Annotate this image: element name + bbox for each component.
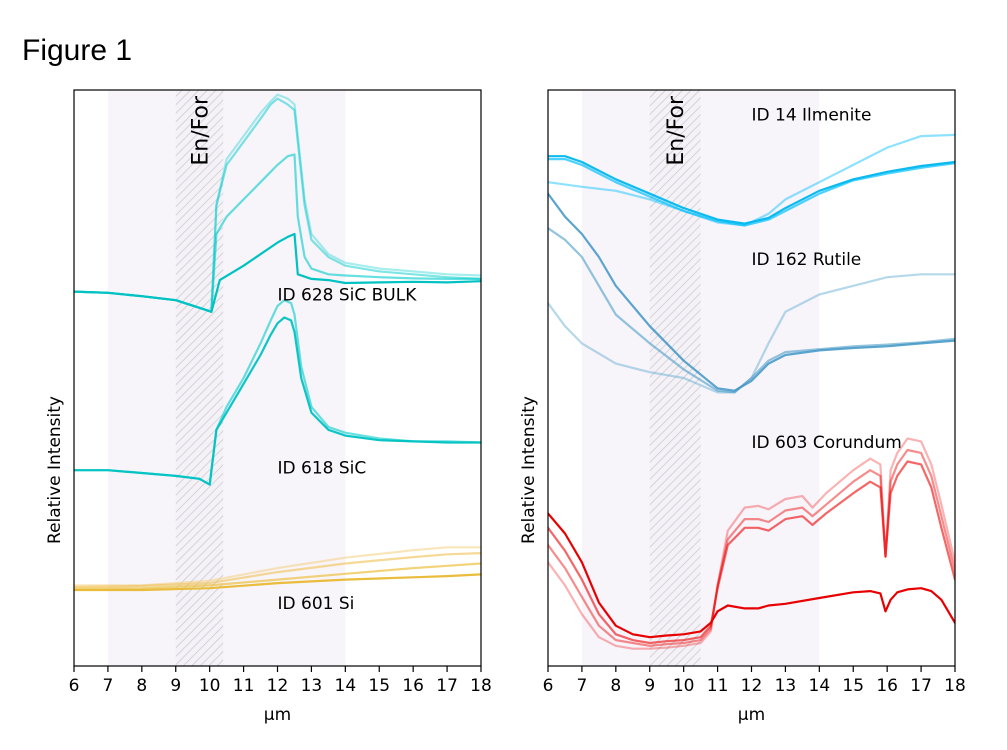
right-series-line-0 <box>548 133 955 227</box>
left-x-tick-label: 9 <box>170 676 181 696</box>
right-series-line-1 <box>548 158 955 227</box>
left-series-line-5 <box>74 316 481 486</box>
left-x-tick-label: 15 <box>368 676 390 696</box>
right-x-tick-label: 8 <box>610 676 621 696</box>
left-annotations: ID 628 SiC BULK ID 618 SiC ID 601 Si <box>278 286 418 614</box>
left-region-tint <box>107 90 346 666</box>
right-series-annotation: ID 14 Ilmenite <box>752 105 872 125</box>
right-series-line-9 <box>548 512 955 639</box>
right-x-tick-label: 6 <box>543 676 554 696</box>
right-x-tick-label: 11 <box>707 676 729 696</box>
left-series-annotation: ID 601 Si <box>278 594 355 614</box>
right-y-axis-label: Relative Intensity <box>519 396 539 544</box>
right-panel: En/For 6 7 8 9 10 11 12 13 14 15 16 17 18 ID 14 Ilme… <box>519 89 966 725</box>
left-series-group <box>74 93 481 592</box>
right-x-tick-label: 16 <box>876 676 898 696</box>
left-x-tick-label: 18 <box>470 676 492 696</box>
right-series-line-2 <box>548 155 955 225</box>
left-x-tick-label: 14 <box>335 676 357 696</box>
right-x-tick-label: 15 <box>842 676 864 696</box>
right-x-tick-label: 13 <box>775 676 797 696</box>
right-x-tick-label: 14 <box>809 676 831 696</box>
right-x-ticks: 6 7 8 9 10 11 12 13 14 15 16 17 18 <box>543 666 966 696</box>
right-x-tick-label: 17 <box>910 676 932 696</box>
left-x-tick-label: 6 <box>69 676 80 696</box>
right-series-line-8 <box>548 460 955 645</box>
left-x-tick-label: 7 <box>103 676 114 696</box>
right-shaded-regions: En/For <box>581 90 820 666</box>
right-series-annotation: ID 162 Rutile <box>752 250 862 270</box>
right-series-line-7 <box>548 448 955 647</box>
left-x-tick-label: 13 <box>301 676 323 696</box>
left-x-tick-label: 10 <box>199 676 221 696</box>
right-series-line-4 <box>548 227 955 394</box>
right-region-hatched <box>649 90 701 666</box>
left-x-tick-label: 17 <box>436 676 458 696</box>
left-series-line-8 <box>74 562 481 590</box>
right-x-tick-label: 7 <box>577 676 588 696</box>
left-x-tick-label: 12 <box>267 676 289 696</box>
left-region-hatched <box>175 90 224 666</box>
left-series-line-7 <box>74 551 481 589</box>
figure-title: Figure 1 <box>22 34 133 67</box>
left-band-label: En/For <box>188 95 213 166</box>
right-x-tick-label: 18 <box>944 676 966 696</box>
left-series-line-3 <box>74 232 481 313</box>
left-x-tick-label: 11 <box>233 676 255 696</box>
left-x-tick-label: 8 <box>136 676 147 696</box>
right-series-group <box>548 133 955 650</box>
right-x-tick-label: 9 <box>644 676 655 696</box>
left-x-tick-label: 16 <box>402 676 424 696</box>
right-series-annotation: ID 603 Corundum <box>752 433 902 453</box>
left-x-ticks: 6 7 8 9 10 11 12 13 14 15 16 17 18 <box>69 666 492 696</box>
right-x-tick-label: 12 <box>741 676 763 696</box>
left-series-annotation: ID 618 SiC <box>278 458 367 478</box>
left-series-line-9 <box>74 573 481 592</box>
right-band-label: En/For <box>664 95 689 166</box>
left-y-axis-label: Relative Intensity <box>45 396 65 544</box>
right-x-tick-label: 10 <box>673 676 695 696</box>
left-series-annotation: ID 628 SiC BULK <box>278 286 418 306</box>
right-series-line-6 <box>548 437 955 650</box>
right-annotations: ID 14 Ilmenite ID 162 Rutile ID 603 Corund… <box>752 105 902 453</box>
right-x-axis-label: µm <box>738 705 765 725</box>
left-panel: En/For 6 7 8 9 10 11 12 13 14 15 16 17 18 ID 628 SiC… <box>45 89 492 725</box>
left-shaded-regions: En/For <box>107 90 346 666</box>
left-x-axis-label: µm <box>264 705 291 725</box>
right-series-line-5 <box>548 192 955 392</box>
